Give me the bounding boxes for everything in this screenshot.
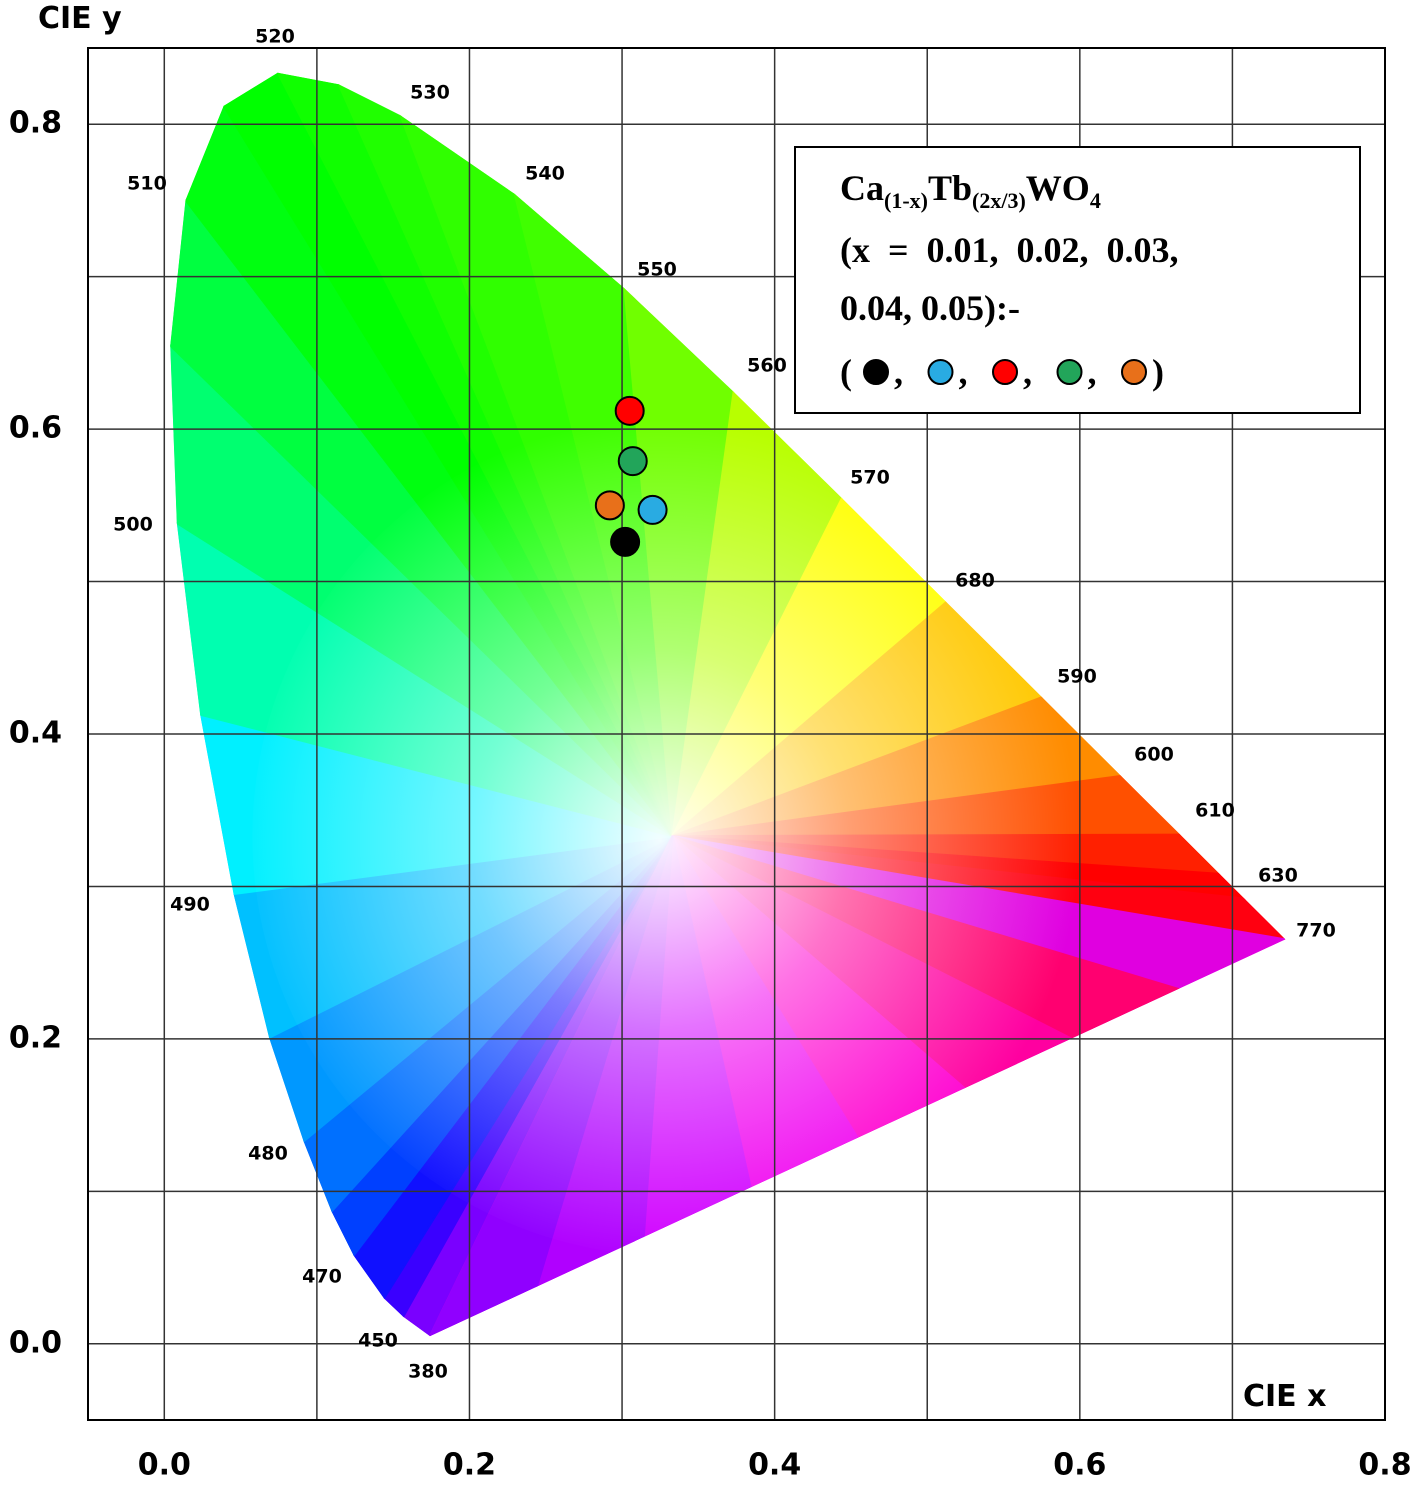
wavelength-label: 510 bbox=[127, 173, 167, 195]
points bbox=[594, 395, 668, 557]
wavelength-label: 490 bbox=[170, 894, 210, 916]
formula-sub: (2x/3) bbox=[972, 188, 1026, 213]
wavelength-label: 530 bbox=[410, 82, 450, 104]
y-tick-label: 0.6 bbox=[9, 411, 62, 446]
legend: Ca(1-x)Tb(2x/3)WO4 (x = 0.01, 0.02, 0.03… bbox=[794, 146, 1361, 414]
y-tick-label: 0.0 bbox=[9, 1325, 62, 1360]
legend-sep: , bbox=[1023, 352, 1032, 392]
wavelength-label: 470 bbox=[302, 1266, 342, 1288]
data-point bbox=[614, 395, 645, 426]
legend-marker bbox=[863, 359, 889, 385]
white-glow bbox=[252, 416, 1093, 1257]
wavelength-label: 590 bbox=[1057, 666, 1097, 688]
wavelength-label: 630 bbox=[1258, 865, 1298, 887]
x-axis-title: CIE x bbox=[1243, 1379, 1326, 1414]
formula-part: Tb bbox=[928, 168, 972, 208]
wavelength-label: 770 bbox=[1296, 920, 1336, 942]
formula-part: WO bbox=[1026, 168, 1090, 208]
legend-sep: , bbox=[959, 352, 968, 392]
legend-sep: , bbox=[894, 352, 903, 392]
wavelength-label: 550 bbox=[637, 259, 677, 281]
legend-line: 0.04, 0.05):- bbox=[840, 288, 1020, 328]
data-point bbox=[617, 446, 648, 477]
legend-open: ( bbox=[840, 352, 852, 392]
y-axis-title: CIE y bbox=[38, 1, 122, 36]
wavelength-label: 570 bbox=[850, 467, 890, 489]
data-point bbox=[610, 526, 641, 557]
formula-sub: 4 bbox=[1090, 188, 1101, 213]
y-tick-label: 0.4 bbox=[9, 716, 62, 751]
wavelength-label: 520 bbox=[255, 26, 295, 48]
x-tick-label: 0.6 bbox=[1053, 1448, 1106, 1483]
y-tick-label: 0.8 bbox=[9, 106, 62, 141]
x-tick-label: 0.8 bbox=[1358, 1448, 1411, 1483]
y-tick-label: 0.2 bbox=[9, 1020, 62, 1055]
x-tick-label: 0.4 bbox=[748, 1448, 801, 1483]
wavelength-label: 500 bbox=[113, 514, 153, 536]
data-point bbox=[637, 494, 668, 525]
formula-part: Ca bbox=[840, 168, 884, 208]
legend-formula: Ca(1-x)Tb(2x/3)WO4 bbox=[840, 168, 1101, 213]
data-point bbox=[594, 490, 625, 521]
wavelength-label: 380 bbox=[408, 1361, 448, 1383]
legend-line: (x = 0.01, 0.02, 0.03, bbox=[840, 230, 1179, 270]
wavelength-label: 480 bbox=[248, 1143, 288, 1165]
wavelength-label: 600 bbox=[1134, 744, 1174, 766]
wavelength-label: 610 bbox=[1195, 800, 1235, 822]
wavelength-label: 540 bbox=[525, 163, 565, 185]
formula-sub: (1-x) bbox=[884, 188, 928, 213]
x-tick-label: 0.0 bbox=[138, 1448, 191, 1483]
wavelength-label: 560 bbox=[747, 355, 787, 377]
wavelength-label: 450 bbox=[358, 1330, 398, 1352]
legend-sep: , bbox=[1088, 352, 1097, 392]
legend-close: ) bbox=[1152, 352, 1164, 392]
wavelength-label: 680 bbox=[955, 570, 995, 592]
wavelength-labels: 520 530 540 550 560 570 680 590 600 610 630 770 510 5… bbox=[113, 26, 1336, 1383]
x-tick-label: 0.2 bbox=[443, 1448, 496, 1483]
legend-marker bbox=[992, 359, 1018, 385]
plot-frame bbox=[87, 47, 1386, 1421]
legend-marker bbox=[927, 359, 954, 385]
legend-marker bbox=[1121, 359, 1147, 385]
legend-marker bbox=[1056, 359, 1083, 385]
